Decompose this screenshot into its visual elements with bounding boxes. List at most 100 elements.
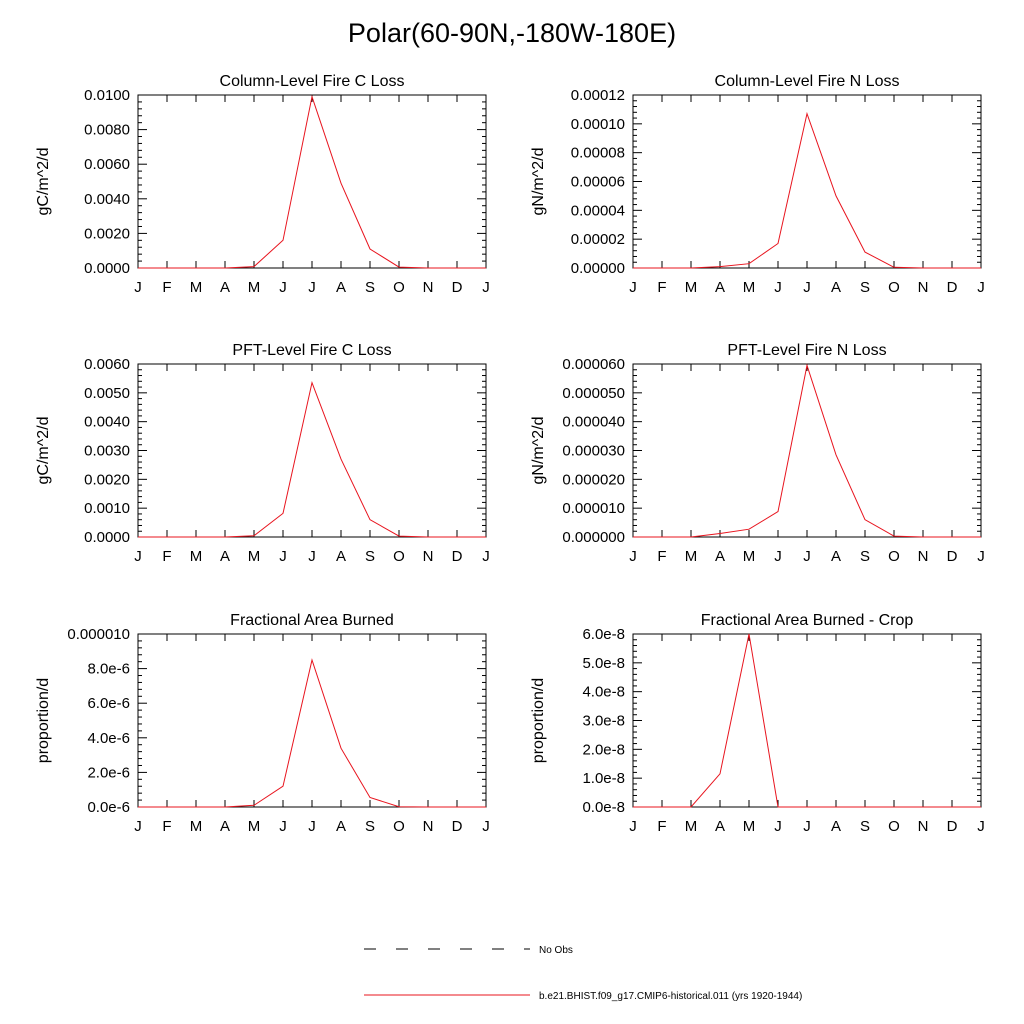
- y-tick-label: 0.00008: [571, 145, 625, 162]
- y-tick-label: 0.00000: [571, 260, 625, 277]
- x-tick-label: J: [308, 818, 316, 835]
- y-tick-label: 0.0020: [84, 225, 130, 242]
- plot-frame: [632, 94, 982, 269]
- x-tick-label: A: [220, 279, 230, 296]
- x-tick-label: M: [190, 279, 203, 296]
- y-tick-label: 0.00004: [571, 202, 625, 219]
- plot-frame: [632, 633, 982, 808]
- series-line: [138, 94, 486, 269]
- y-tick-label: 0.00012: [571, 87, 625, 104]
- y-axis-label: proportion/d: [530, 678, 547, 763]
- x-tick-label: J: [803, 548, 811, 565]
- x-tick-label: S: [860, 548, 870, 565]
- series-line: [633, 363, 981, 538]
- x-tick-label: S: [365, 279, 375, 296]
- y-tick-label: 0.000030: [562, 443, 625, 460]
- x-tick-label: S: [365, 818, 375, 835]
- series-line: [138, 380, 486, 538]
- x-tick-label: J: [977, 818, 985, 835]
- x-tick-label: D: [947, 548, 958, 565]
- plot-frame: [137, 94, 487, 269]
- y-tick-label: 0.0030: [84, 443, 130, 460]
- y-axis-label: gC/m^2/d: [35, 148, 52, 216]
- legend: No Obs b.e21.BHIST.f09_g17.CMIP6-historic…: [364, 945, 802, 1002]
- chart-title: PFT-Level Fire N Loss: [727, 342, 886, 359]
- x-tick-label: J: [308, 548, 316, 565]
- y-tick-label: 0.0020: [84, 471, 130, 488]
- x-tick-label: A: [831, 548, 841, 565]
- x-tick-label: M: [190, 818, 203, 835]
- x-tick-label: J: [629, 548, 637, 565]
- y-axis-label: gC/m^2/d: [35, 417, 52, 485]
- y-tick-label: 8.0e-6: [87, 661, 130, 678]
- x-tick-label: S: [860, 818, 870, 835]
- x-tick-label: J: [134, 818, 142, 835]
- x-tick-label: F: [657, 548, 666, 565]
- y-tick-label: 0.0e-6: [87, 799, 130, 816]
- x-tick-label: J: [279, 548, 287, 565]
- x-tick-label: O: [393, 548, 405, 565]
- y-axis-label: gN/m^2/d: [530, 417, 547, 485]
- x-tick-label: J: [803, 279, 811, 296]
- x-tick-label: N: [918, 818, 929, 835]
- x-tick-label: D: [947, 279, 958, 296]
- y-tick-label: 0.000000: [562, 529, 625, 546]
- y-tick-label: 0.000040: [562, 414, 625, 431]
- x-tick-label: J: [774, 818, 782, 835]
- x-tick-label: O: [888, 548, 900, 565]
- y-tick-label: 0.00002: [571, 231, 625, 248]
- x-tick-label: M: [248, 548, 261, 565]
- x-tick-label: J: [279, 818, 287, 835]
- x-tick-label: A: [220, 818, 230, 835]
- x-tick-label: F: [657, 279, 666, 296]
- y-tick-label: 4.0e-8: [582, 684, 625, 701]
- legend-model-label: b.e21.BHIST.f09_g17.CMIP6-historical.011…: [539, 991, 802, 1002]
- x-tick-label: J: [977, 548, 985, 565]
- legend-obs-label: No Obs: [539, 945, 573, 956]
- y-tick-label: 6.0e-8: [582, 626, 625, 643]
- x-tick-label: A: [831, 818, 841, 835]
- x-tick-label: J: [134, 548, 142, 565]
- x-tick-label: M: [685, 818, 698, 835]
- y-tick-label: 0.000010: [67, 626, 130, 643]
- y-tick-label: 0.0080: [84, 122, 130, 139]
- x-tick-label: D: [452, 279, 463, 296]
- y-tick-label: 0.0000: [84, 529, 130, 546]
- chart-title: Fractional Area Burned: [230, 612, 394, 629]
- x-tick-label: A: [336, 548, 346, 565]
- x-tick-label: M: [685, 548, 698, 565]
- y-tick-label: 0.0010: [84, 500, 130, 517]
- y-tick-label: 4.0e-6: [87, 730, 130, 747]
- y-axis-label: gN/m^2/d: [530, 148, 547, 216]
- plot-frame: [632, 363, 982, 538]
- x-tick-label: J: [774, 279, 782, 296]
- chart-title: Column-Level Fire C Loss: [220, 73, 405, 90]
- x-tick-label: O: [393, 818, 405, 835]
- x-tick-label: F: [657, 818, 666, 835]
- x-tick-label: A: [336, 279, 346, 296]
- x-tick-label: F: [162, 818, 171, 835]
- x-tick-label: D: [452, 818, 463, 835]
- x-tick-label: J: [279, 279, 287, 296]
- x-tick-label: F: [162, 279, 171, 296]
- x-tick-label: M: [743, 818, 756, 835]
- x-tick-label: O: [393, 279, 405, 296]
- y-tick-label: 5.0e-8: [582, 655, 625, 672]
- x-tick-label: A: [715, 548, 725, 565]
- y-tick-label: 0.000060: [562, 356, 625, 373]
- chart-panel-6: Fractional Area Burned - Crop proportion/…: [530, 612, 985, 835]
- chart-title: Column-Level Fire N Loss: [715, 73, 900, 90]
- x-tick-label: S: [860, 279, 870, 296]
- y-tick-label: 0.0e-8: [582, 799, 625, 816]
- y-tick-label: 0.0060: [84, 356, 130, 373]
- x-tick-label: M: [743, 548, 756, 565]
- x-tick-label: J: [482, 279, 490, 296]
- x-tick-label: A: [831, 279, 841, 296]
- x-tick-label: A: [336, 818, 346, 835]
- x-tick-label: D: [452, 548, 463, 565]
- y-tick-label: 2.0e-6: [87, 764, 130, 781]
